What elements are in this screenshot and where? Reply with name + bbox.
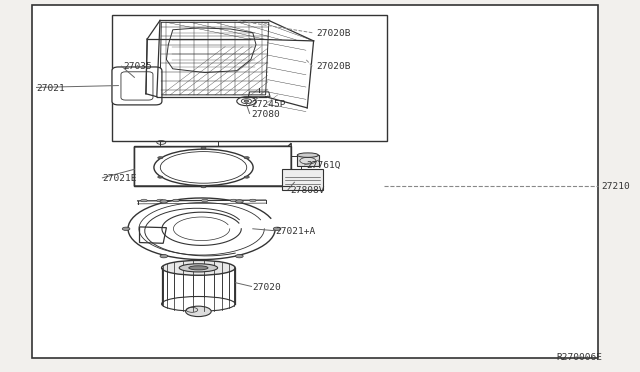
Text: 27210: 27210 xyxy=(602,182,630,190)
Ellipse shape xyxy=(250,199,256,202)
Ellipse shape xyxy=(122,227,130,231)
Ellipse shape xyxy=(201,147,206,149)
Text: 27020B: 27020B xyxy=(317,29,351,38)
Text: 27021: 27021 xyxy=(36,84,65,93)
Ellipse shape xyxy=(244,157,250,159)
Text: 27021E: 27021E xyxy=(102,174,137,183)
Bar xyxy=(112,15,387,141)
Ellipse shape xyxy=(160,254,168,258)
Text: 27808V: 27808V xyxy=(290,186,324,195)
Text: 27761Q: 27761Q xyxy=(306,161,340,170)
Bar xyxy=(291,156,301,171)
Ellipse shape xyxy=(273,227,281,231)
Ellipse shape xyxy=(236,200,243,203)
Ellipse shape xyxy=(179,264,218,272)
Ellipse shape xyxy=(244,176,250,178)
Ellipse shape xyxy=(189,266,208,270)
Ellipse shape xyxy=(161,260,236,275)
Text: 27245P: 27245P xyxy=(252,100,286,109)
Ellipse shape xyxy=(173,199,179,202)
Ellipse shape xyxy=(297,153,319,157)
Ellipse shape xyxy=(201,186,206,188)
Bar xyxy=(282,169,323,190)
Ellipse shape xyxy=(244,100,249,102)
Ellipse shape xyxy=(157,176,163,178)
Text: 27035: 27035 xyxy=(124,62,152,71)
Ellipse shape xyxy=(141,199,147,202)
Ellipse shape xyxy=(157,199,163,202)
Text: R270006E: R270006E xyxy=(557,353,603,362)
Bar xyxy=(134,146,291,186)
FancyBboxPatch shape xyxy=(112,67,162,105)
Text: 27020: 27020 xyxy=(253,283,282,292)
Text: 27021+A: 27021+A xyxy=(275,227,316,236)
Text: 27080: 27080 xyxy=(252,110,280,119)
Ellipse shape xyxy=(160,200,168,203)
FancyBboxPatch shape xyxy=(121,72,153,100)
Ellipse shape xyxy=(236,254,243,258)
Ellipse shape xyxy=(230,199,237,202)
Ellipse shape xyxy=(157,157,163,159)
Bar xyxy=(297,155,319,166)
Ellipse shape xyxy=(202,199,208,202)
Ellipse shape xyxy=(186,306,211,317)
Bar xyxy=(32,5,598,358)
Text: 27020B: 27020B xyxy=(317,62,351,71)
